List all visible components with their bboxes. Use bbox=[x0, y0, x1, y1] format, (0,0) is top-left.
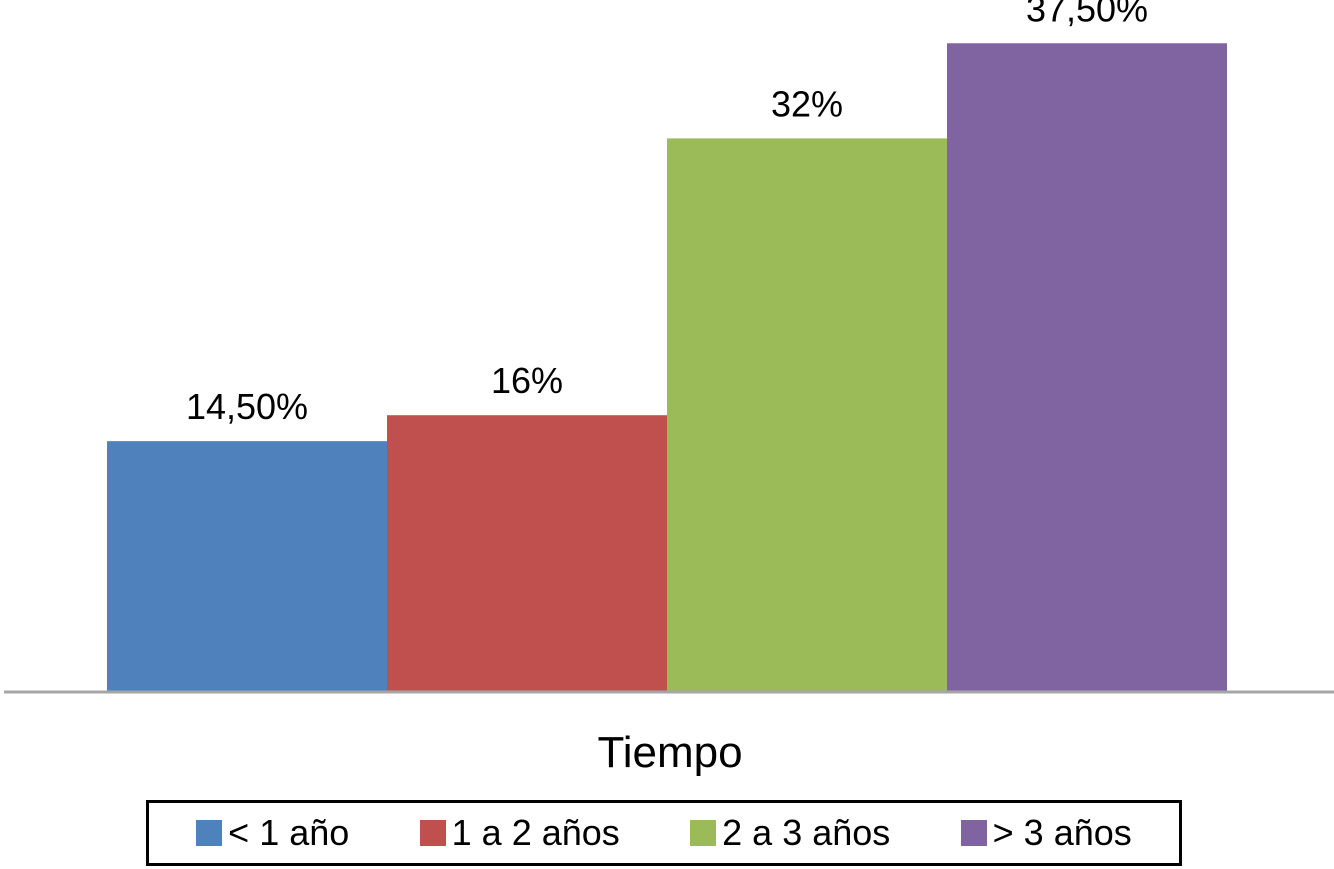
legend: < 1 año 1 a 2 años 2 a 3 años > 3 años bbox=[146, 800, 1182, 866]
bar-2-to-3-years bbox=[667, 138, 947, 692]
legend-item-2-to-3-years: 2 a 3 años bbox=[690, 812, 890, 854]
legend-label: < 1 año bbox=[228, 812, 350, 853]
legend-swatch bbox=[960, 820, 987, 846]
bar-1-to-2-years bbox=[387, 415, 667, 692]
data-label-more-than-3-years: 37,50% bbox=[1026, 0, 1148, 29]
legend-label: 1 a 2 años bbox=[451, 812, 620, 853]
data-label-2-to-3-years: 32% bbox=[771, 83, 843, 124]
legend-swatch bbox=[690, 820, 717, 846]
bar-more-than-3-years bbox=[947, 43, 1227, 692]
bars-group bbox=[107, 43, 1227, 692]
bar-less-than-1-year bbox=[107, 441, 387, 692]
legend-item-less-than-1-year: < 1 año bbox=[196, 812, 349, 854]
data-labels-group: 14,50% 16% 32% 37,50% bbox=[186, 0, 1148, 427]
data-label-1-to-2-years: 16% bbox=[491, 360, 563, 401]
legend-label: > 3 años bbox=[992, 812, 1132, 853]
data-label-less-than-1-year: 14,50% bbox=[186, 386, 308, 427]
legend-label: 2 a 3 años bbox=[722, 812, 891, 853]
legend-swatch bbox=[196, 820, 223, 846]
legend-item-1-to-2-years: 1 a 2 años bbox=[419, 812, 620, 854]
x-axis-label: Tiempo bbox=[597, 728, 742, 777]
legend-swatch bbox=[419, 820, 446, 846]
legend-item-more-than-3-years: > 3 años bbox=[960, 812, 1132, 854]
